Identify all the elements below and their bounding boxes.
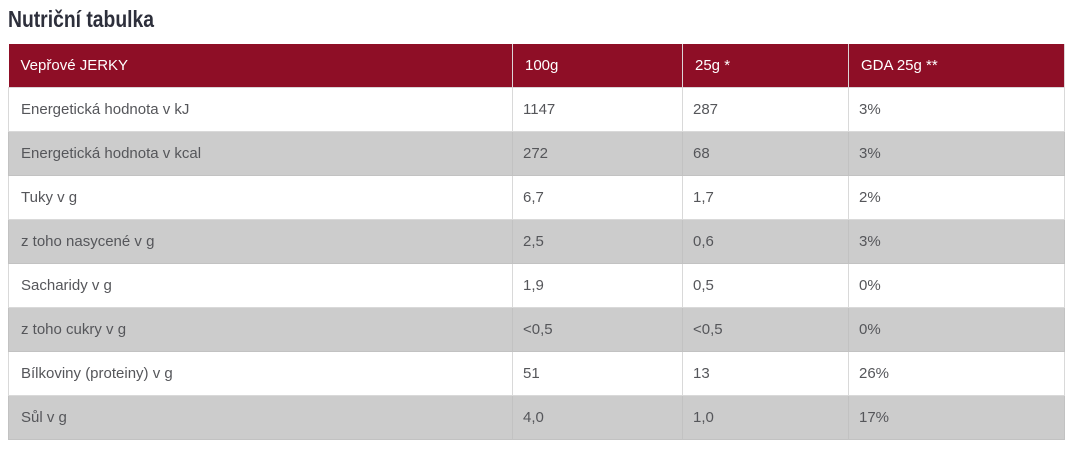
row-label: Bílkoviny (proteiny) v g	[8, 351, 513, 396]
value-25g: 13	[682, 351, 849, 396]
value-100g: 2,5	[512, 219, 683, 264]
value-100g: 272	[512, 131, 683, 176]
row-label: Tuky v g	[8, 175, 513, 220]
table-header-row: Vepřové JERKY 100g 25g * GDA 25g **	[8, 44, 1065, 88]
column-header-gda: GDA 25g **	[848, 44, 1065, 88]
row-label: Sacharidy v g	[8, 263, 513, 308]
value-25g: 287	[682, 87, 849, 132]
table-row: Sůl v g 4,0 1,0 17%	[8, 395, 1065, 440]
row-label: z toho cukry v g	[8, 307, 513, 352]
value-25g: 0,6	[682, 219, 849, 264]
column-header-100g: 100g	[512, 44, 683, 88]
table-row: Tuky v g 6,7 1,7 2%	[8, 175, 1065, 220]
value-100g: 1,9	[512, 263, 683, 308]
column-header-25g: 25g *	[682, 44, 849, 88]
value-100g: 6,7	[512, 175, 683, 220]
value-gda: 2%	[848, 175, 1065, 220]
value-100g: 4,0	[512, 395, 683, 440]
value-25g: 1,0	[682, 395, 849, 440]
row-label: z toho nasycené v g	[8, 219, 513, 264]
value-gda: 0%	[848, 307, 1065, 352]
value-gda: 3%	[848, 219, 1065, 264]
table-row: Bílkoviny (proteiny) v g 51 13 26%	[8, 351, 1065, 396]
value-25g: 1,7	[682, 175, 849, 220]
value-gda: 0%	[848, 263, 1065, 308]
row-label: Energetická hodnota v kcal	[8, 131, 513, 176]
section-title: Nutriční tabulka	[8, 6, 155, 32]
value-gda: 3%	[848, 87, 1065, 132]
table-row: Energetická hodnota v kJ 1147 287 3%	[8, 87, 1065, 132]
row-label: Sůl v g	[8, 395, 513, 440]
value-gda: 3%	[848, 131, 1065, 176]
value-25g: 0,5	[682, 263, 849, 308]
table-row: Sacharidy v g 1,9 0,5 0%	[8, 263, 1065, 308]
value-25g: 68	[682, 131, 849, 176]
product-name-header: Vepřové JERKY	[8, 44, 513, 88]
value-100g: 51	[512, 351, 683, 396]
row-label: Energetická hodnota v kJ	[8, 87, 513, 132]
value-gda: 17%	[848, 395, 1065, 440]
value-100g: <0,5	[512, 307, 683, 352]
value-25g: <0,5	[682, 307, 849, 352]
table-row: z toho cukry v g <0,5 <0,5 0%	[8, 307, 1065, 352]
value-100g: 1147	[512, 87, 683, 132]
table-row: z toho nasycené v g 2,5 0,6 3%	[8, 219, 1065, 264]
nutrition-table: Vepřové JERKY 100g 25g * GDA 25g ** Ener…	[8, 44, 1065, 440]
table-row: Energetická hodnota v kcal 272 68 3%	[8, 131, 1065, 176]
value-gda: 26%	[848, 351, 1065, 396]
